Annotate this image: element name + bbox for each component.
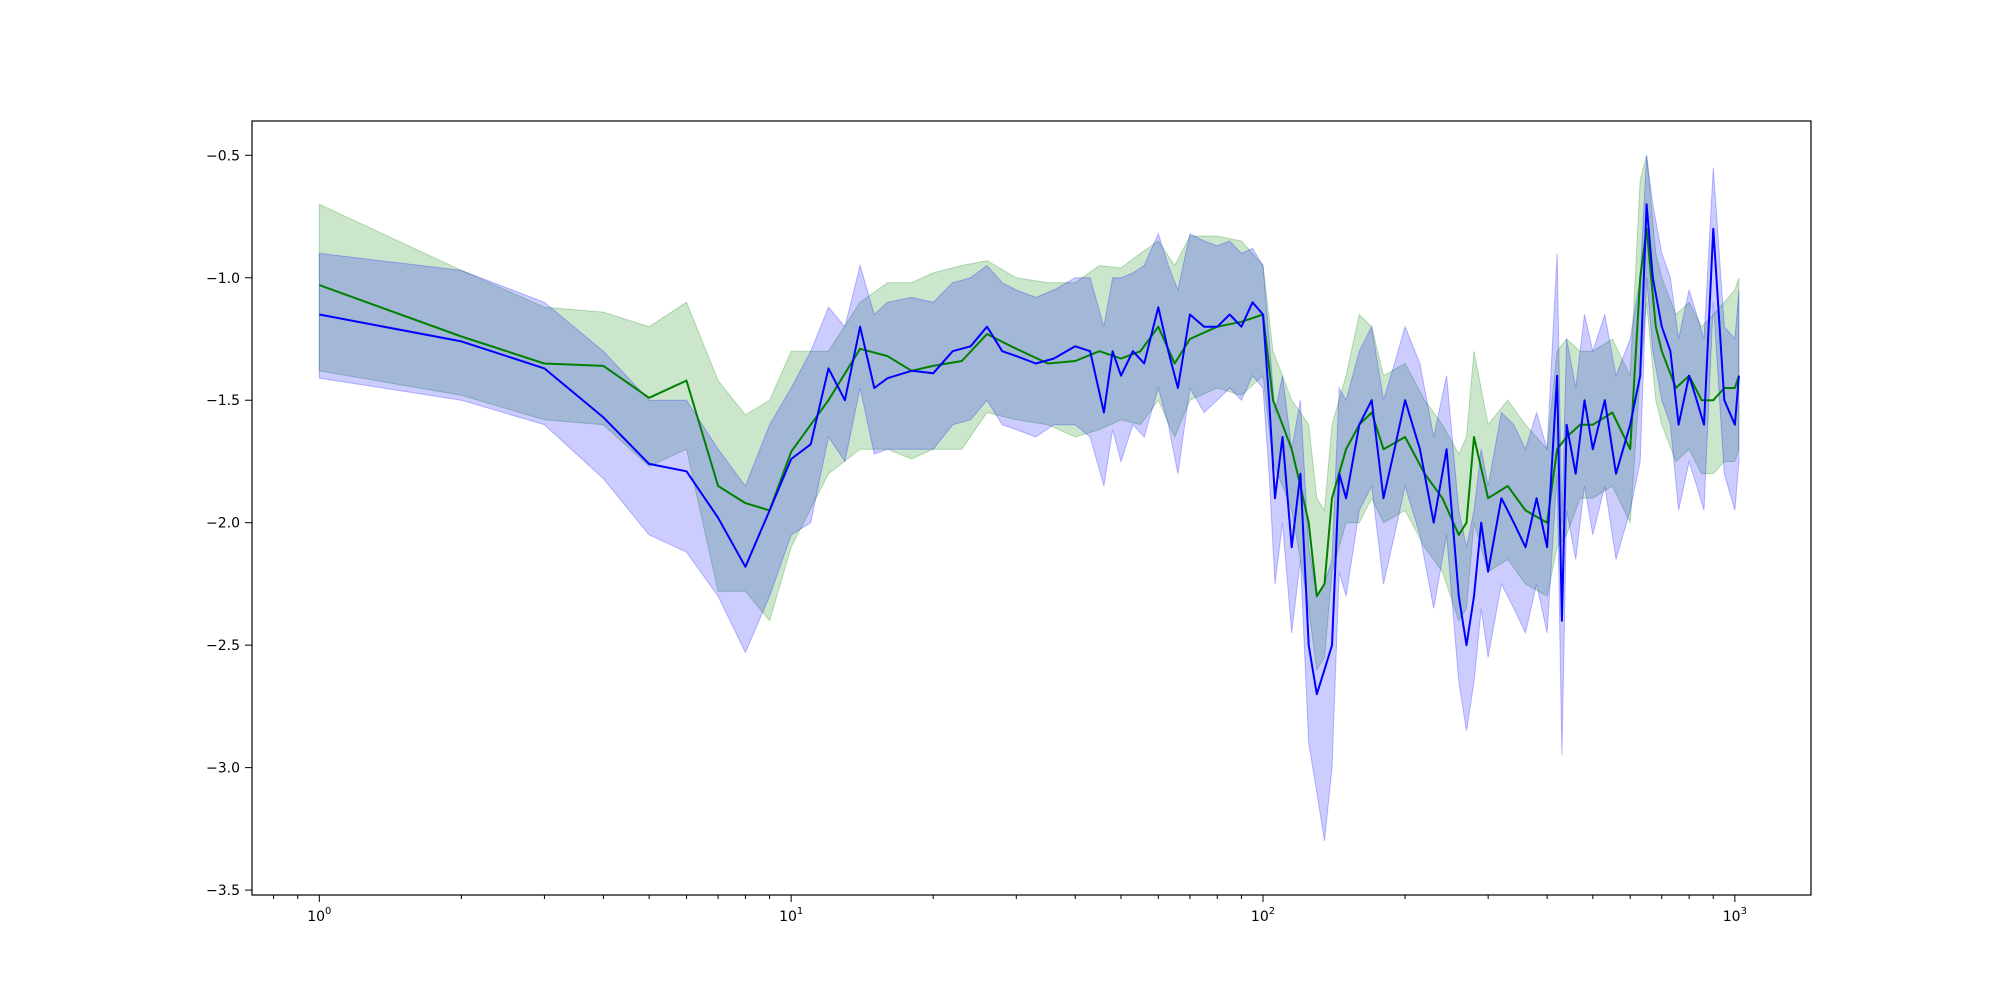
confidence-bands — [318, 155, 1740, 842]
y-tick-label: −3.5 — [206, 883, 240, 899]
x-tick-label: 100 — [307, 906, 331, 925]
y-tick-label: −2.0 — [206, 516, 240, 532]
y-axis-ticks: −0.5 −1.0 −1.5 −2.0 −2.5 −3.0 −3.5 — [206, 148, 252, 899]
y-tick-label: −1.0 — [206, 271, 240, 287]
x-axis-ticks: 100 101 102 103 — [273, 895, 1747, 925]
x-tick-label: 103 — [1723, 906, 1747, 925]
x-tick-label: 102 — [1251, 906, 1275, 925]
y-tick-label: −3.0 — [206, 761, 240, 777]
series-1-band — [318, 155, 1740, 672]
series-2-line — [319, 203, 1740, 696]
series-lines — [318, 203, 1740, 696]
series-2-band — [318, 155, 1740, 842]
y-tick-label: −0.5 — [206, 148, 240, 164]
x-tick-label: 101 — [779, 906, 803, 925]
y-tick-label: −2.5 — [206, 638, 240, 654]
y-tick-label: −1.5 — [206, 393, 240, 409]
plot-area-frame — [251, 120, 1812, 896]
